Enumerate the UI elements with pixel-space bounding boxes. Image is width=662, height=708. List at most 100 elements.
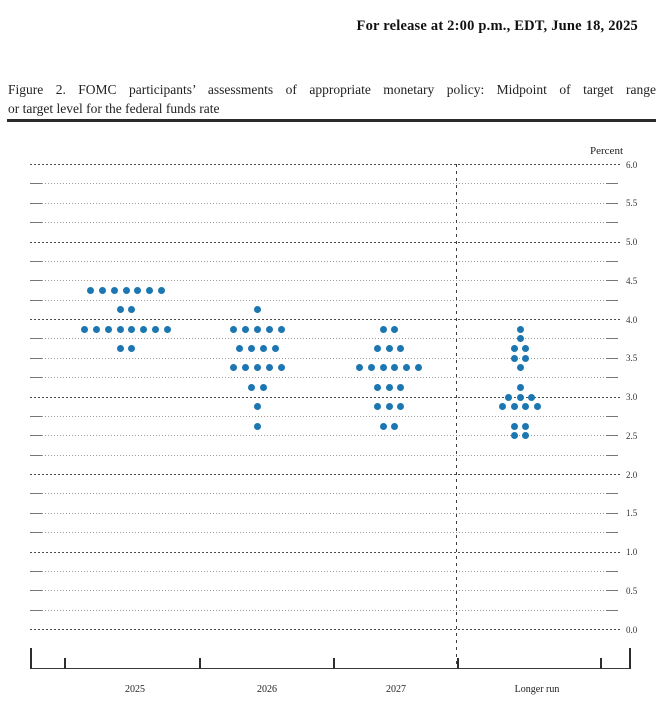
gridline-1.50: [30, 512, 618, 514]
dot-2025-4.375: [158, 286, 166, 294]
dot-longer-run-2.5: [510, 432, 518, 440]
dot-2025-4.375: [110, 286, 118, 294]
dot-2025-3.875: [92, 325, 100, 333]
dot-2027-3.125: [397, 383, 405, 391]
figure-caption: Figure 2. FOMC participants’ assessments…: [8, 81, 656, 118]
dot-2027-3.375: [403, 364, 411, 372]
dot-2027-3.625: [397, 345, 405, 353]
y-axis-unit-label: Percent: [590, 145, 623, 157]
dot-2027-3.625: [385, 345, 393, 353]
dot-2027-2.625: [391, 422, 399, 430]
dot-2027-3.375: [355, 364, 363, 372]
gridline-6.00: [30, 164, 620, 165]
dot-2025-4.375: [134, 286, 142, 294]
dot-2025-4.375: [122, 286, 130, 294]
dot-2026-3.625: [271, 345, 279, 353]
dot-2026-3.875: [254, 325, 261, 333]
dot-2025-3.875: [164, 325, 172, 333]
y-tick-label-4.5: 4.5: [626, 275, 638, 286]
dot-2025-3.875: [116, 325, 124, 333]
gridline-3.50: [30, 357, 618, 359]
y-tick-label-1.5: 1.5: [626, 508, 638, 519]
gridline-3.25: [30, 377, 618, 379]
dot-2027-3.375: [367, 364, 375, 372]
dot-longer-run-3.5: [510, 354, 518, 362]
dot-2026-3.875: [230, 325, 238, 333]
dot-longer-run-2.875: [534, 403, 542, 411]
dot-2026-3.625: [236, 345, 244, 353]
gridline-1.75: [30, 493, 618, 495]
gridline-4.00: [30, 319, 620, 320]
dot-longer-run-3.375: [516, 364, 524, 372]
dot-2027-3.875: [391, 325, 399, 333]
y-tick-label-4.0: 4.0: [626, 314, 638, 325]
x-axis-tick-2: [333, 658, 335, 669]
x-axis-left-bracket: [29, 648, 32, 669]
x-category-label-2025: 2025: [125, 684, 145, 695]
dot-2026-3.875: [242, 325, 250, 333]
dot-2027-3.375: [379, 364, 387, 372]
caption-rule: [7, 119, 656, 122]
y-tick-label-2.0: 2.0: [626, 469, 638, 480]
dot-2026-3.625: [248, 345, 256, 353]
gridline-0.00: [30, 629, 620, 630]
y-tick-label-3.0: 3.0: [626, 392, 638, 402]
y-tick-label-0.5: 0.5: [626, 585, 638, 596]
dot-2026-3.375: [254, 364, 261, 372]
y-tick-label-1.0: 1.0: [626, 547, 638, 557]
gridline-0.50: [30, 590, 618, 592]
x-axis-right-bracket: [628, 648, 631, 669]
figure-caption-line-2: or target level for the federal funds ra…: [8, 100, 220, 116]
dot-2027-3.875: [379, 325, 387, 333]
dot-2025-4.125: [128, 306, 136, 314]
gridline-1.25: [30, 532, 618, 534]
dot-longer-run-3.75: [516, 335, 524, 343]
gridline-5.75: [30, 183, 618, 185]
y-tick-label-2.5: 2.5: [626, 430, 638, 441]
dot-longer-run-2.875: [522, 403, 530, 411]
dot-2027-2.625: [379, 422, 387, 430]
x-axis-tick-1: [199, 658, 201, 669]
dot-2025-4.375: [86, 286, 94, 294]
dot-2027-3.375: [415, 364, 423, 372]
dot-2025-3.625: [116, 345, 124, 353]
dot-longer-run-3: [516, 393, 524, 401]
gridline-5.25: [30, 222, 618, 224]
dot-longer-run-3.5: [522, 354, 530, 362]
y-tick-label-5.0: 5.0: [626, 237, 638, 247]
dot-longer-run-2.5: [522, 432, 530, 440]
dot-longer-run-2.625: [510, 422, 518, 430]
dot-2027-2.875: [385, 403, 393, 411]
gridline-4.75: [30, 260, 618, 262]
dot-2025-4.375: [98, 286, 106, 294]
dot-longer-run-3.625: [510, 345, 518, 353]
dot-2026-3.125: [248, 383, 256, 391]
gridline-2.00: [30, 474, 620, 475]
dot-longer-run-3.875: [516, 325, 524, 333]
dot-2027-3.125: [373, 383, 381, 391]
dot-longer-run-3: [504, 393, 512, 401]
dot-2026-3.375: [277, 364, 285, 372]
gridline-2.25: [30, 454, 618, 456]
dot-2025-3.875: [128, 325, 136, 333]
dot-longer-run-3: [528, 393, 536, 401]
y-tick-label-3.5: 3.5: [626, 353, 638, 364]
dot-longer-run-2.875: [498, 403, 506, 411]
gridline-5.00: [30, 241, 620, 243]
dot-2026-2.875: [254, 403, 261, 411]
dot-2025-3.875: [104, 325, 112, 333]
dot-2026-3.375: [265, 364, 273, 372]
gridline-3.75: [30, 338, 618, 340]
dot-2025-3.875: [152, 325, 160, 333]
dot-2027-3.375: [391, 364, 399, 372]
dot-2025-4.375: [146, 286, 154, 294]
gridline-0.75: [30, 570, 618, 572]
y-tick-label-6.0: 6.0: [626, 159, 638, 170]
x-category-label-longer-run: Longer run: [514, 684, 560, 695]
dot-2026-3.375: [230, 364, 238, 372]
x-category-label-2026: 2026: [257, 684, 277, 695]
gridline-2.50: [30, 435, 618, 437]
x-axis-baseline: [30, 668, 630, 670]
